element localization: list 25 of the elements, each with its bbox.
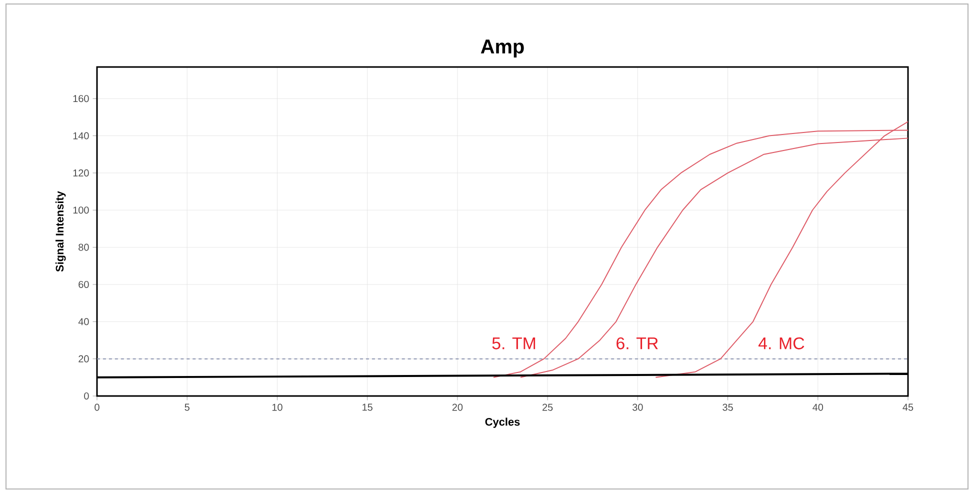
y-axis-title: Signal Intensity bbox=[56, 191, 66, 272]
x-tick-label: 0 bbox=[94, 404, 100, 411]
x-tick-label: 30 bbox=[632, 404, 643, 411]
series-label: 4. MC bbox=[758, 337, 804, 350]
x-tick-label: 15 bbox=[362, 404, 372, 411]
y-tick-label: 120 bbox=[73, 169, 89, 176]
chart-title: Amp bbox=[480, 40, 524, 58]
x-tick-label: 5 bbox=[184, 404, 190, 411]
y-tick-label: 140 bbox=[73, 132, 89, 140]
x-tick-label: 20 bbox=[452, 404, 463, 411]
x-tick-label: 25 bbox=[542, 404, 553, 411]
y-tick-label: 0 bbox=[84, 392, 89, 400]
x-axis-title: Cycles bbox=[485, 418, 520, 428]
y-tick-label: 20 bbox=[78, 355, 89, 362]
y-tick-label: 60 bbox=[78, 280, 89, 288]
y-tick-label: 80 bbox=[78, 244, 89, 251]
y-tick-label: 100 bbox=[73, 206, 89, 214]
y-tick-label: 40 bbox=[78, 318, 89, 326]
x-tick-label: 10 bbox=[272, 404, 282, 411]
x-tick-label: 40 bbox=[812, 404, 824, 411]
x-tick-label: 45 bbox=[902, 404, 914, 411]
series-label: 6. TR bbox=[616, 337, 658, 350]
x-tick-label: 35 bbox=[722, 404, 733, 411]
y-tick-label: 160 bbox=[73, 95, 89, 102]
series-label: 5. TM bbox=[492, 338, 536, 350]
